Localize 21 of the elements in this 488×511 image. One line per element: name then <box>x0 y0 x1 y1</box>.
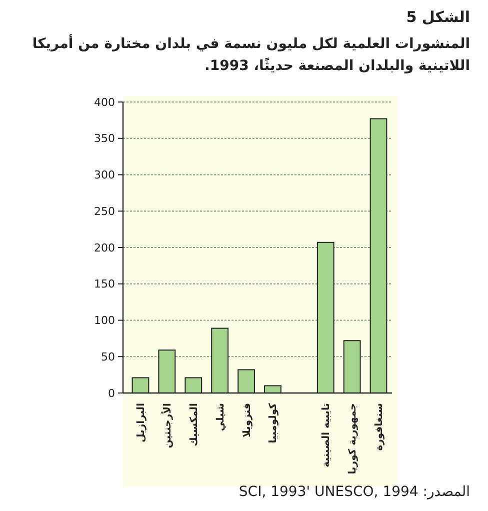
y-tick-label: 0 <box>108 386 115 400</box>
x-tick-label: تايبيه الصينية <box>321 402 332 468</box>
x-tick-label: شيلي <box>215 402 226 432</box>
y-tick-label: 150 <box>94 278 115 291</box>
y-tick-label: 350 <box>94 132 115 146</box>
text: المصدر: SCI, 1993' UNESCO, 1994 <box>238 484 470 500</box>
y-tick-label: 250 <box>94 204 115 218</box>
y-tick-label: 100 <box>94 314 115 328</box>
x-tick-label: جمهورية كوريا <box>348 403 359 474</box>
y-tick-label: 200 <box>94 241 115 254</box>
x-tick-label: كولومبيا <box>268 402 280 444</box>
x-tick-label: البرازيل <box>136 403 147 442</box>
y-tick-label: 400 <box>94 96 115 109</box>
chart-subtitle: المنشورات العلمية لكل مليون نسمة في بلدان مختارة من أمريكا اللاتينية والبلدان المصنعة حديثًا، 1993. <box>32 34 470 74</box>
y-tick-label: 300 <box>94 168 115 182</box>
x-tick-label: سنغافورة <box>374 402 386 451</box>
text: الشكل 5 <box>406 8 470 26</box>
x-tick-label: المكسيك <box>188 403 200 446</box>
x-tick-label: الأرجنتين <box>160 403 174 448</box>
x-tick-label: فنزويلا <box>242 403 253 438</box>
y-tick-label: 50 <box>101 350 115 364</box>
